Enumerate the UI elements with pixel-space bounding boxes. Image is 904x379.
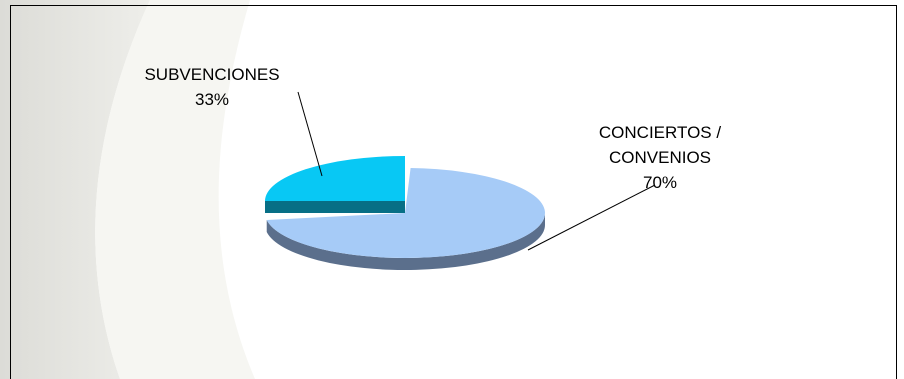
data-label-1-0: SUBVENCIONES [144,65,279,84]
slices-layer [265,156,546,270]
leader-line-0 [527,184,656,251]
background-swoosh-light [95,0,255,379]
data-label-0-0: CONCIERTOS / [599,123,721,142]
leaders-layer [297,91,656,251]
pie-slice-0 [266,168,546,270]
pie-slice-top-1 [265,156,405,201]
leader-line-1 [297,91,323,177]
data-label-percent-1: 33% [195,90,229,109]
pie-slice-side-0 [266,213,545,270]
labels-layer: CONCIERTOS / CONVENIOS 70% SUBVENCIONES 33% [144,65,721,192]
pie-slice-1 [265,156,405,213]
plot-border [10,5,897,379]
pie-slice-face-1 [265,201,405,213]
data-label-0-1: CONVENIOS [609,148,711,167]
background-swoosh [0,0,150,379]
data-label-percent-0: 70% [643,173,677,192]
pie-slice-top-0 [266,168,546,258]
